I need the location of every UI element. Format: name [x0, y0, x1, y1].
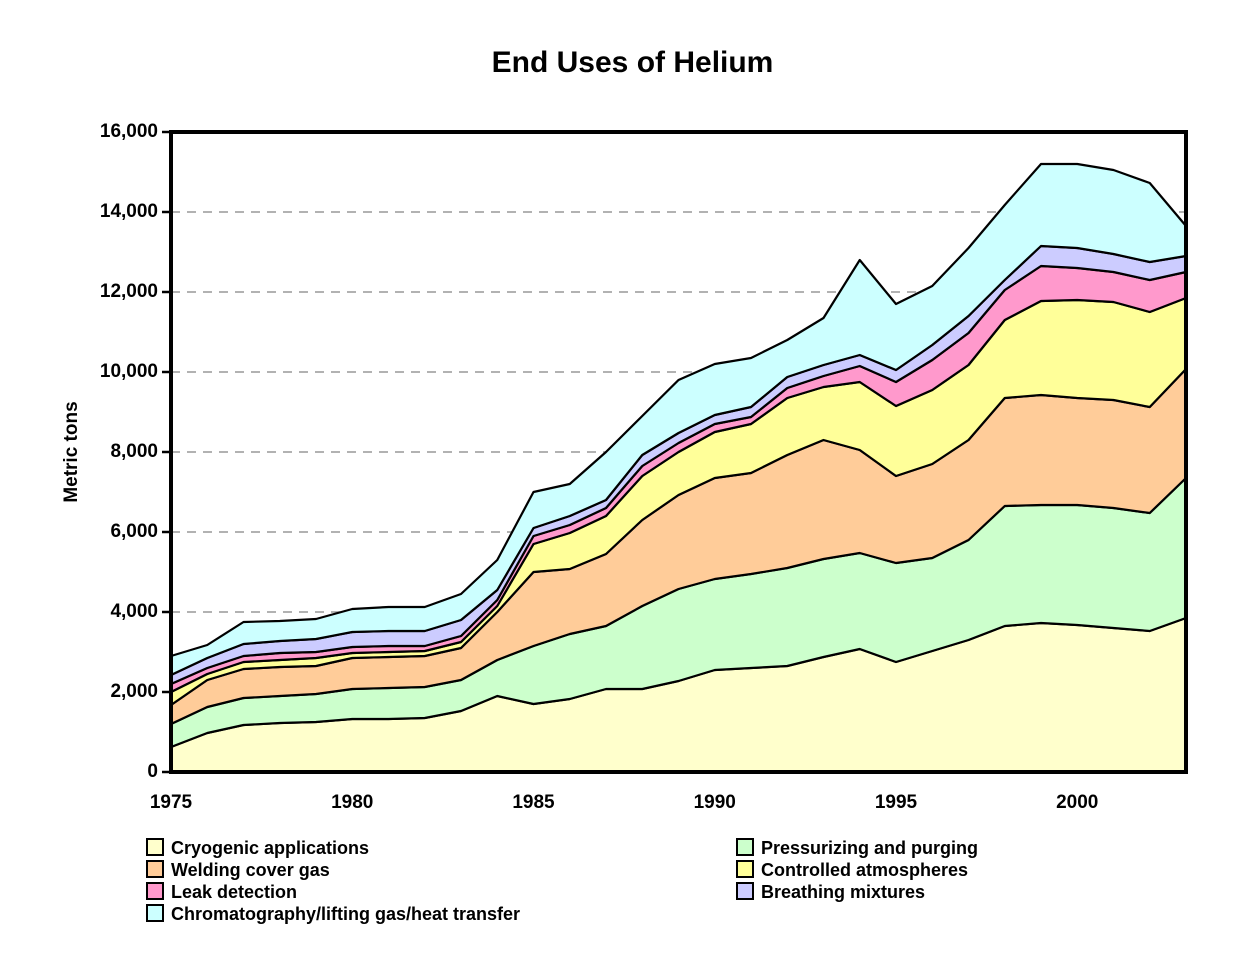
x-tick-label: 2000: [1056, 792, 1099, 813]
legend-swatch: [146, 904, 164, 922]
y-tick-label: 0: [147, 761, 158, 782]
chart-title: End Uses of Helium: [491, 46, 774, 79]
legend-label: Chromatography/lifting gas/heat transfer: [171, 904, 521, 924]
legend-label: Pressurizing and purging: [761, 838, 979, 858]
legend-swatch: [146, 838, 164, 856]
legend-swatch: [146, 860, 164, 878]
legend-item: Breathing mixtures: [736, 882, 925, 904]
legend-swatch: [736, 882, 754, 900]
y-tick-label: 16,000: [99, 121, 158, 142]
y-tick-label: 10,000: [99, 361, 158, 382]
legend-item: Cryogenic applications: [146, 838, 369, 860]
legend-label: Breathing mixtures: [761, 882, 926, 902]
x-tick-label: 1990: [693, 792, 736, 813]
y-tick-label: 4,000: [110, 601, 158, 622]
legend-item: Pressurizing and purging: [736, 838, 978, 860]
legend-item: Welding cover gas: [146, 860, 330, 882]
legend-swatch: [736, 838, 754, 856]
x-tick-label: 1980: [331, 792, 374, 813]
legend-label: Welding cover gas: [171, 860, 330, 880]
legend-item: Chromatography/lifting gas/heat transfer: [146, 904, 520, 926]
legend-label: Leak detection: [171, 882, 298, 902]
legend-swatch: [146, 882, 164, 900]
legend-label: Controlled atmospheres: [761, 860, 969, 880]
plot-frame: [169, 130, 1188, 774]
y-tick-label: 2,000: [110, 681, 158, 702]
x-tick-label: 1995: [874, 792, 918, 813]
y-tick-label: 8,000: [110, 441, 158, 462]
y-tick-label: 6,000: [110, 521, 158, 542]
legend-item: Leak detection: [146, 882, 297, 904]
y-tick-label: 14,000: [99, 201, 158, 222]
legend-item: Controlled atmospheres: [736, 860, 968, 882]
legend-swatch: [736, 860, 754, 878]
x-tick-label: 1975: [149, 792, 193, 813]
legend-label: Cryogenic applications: [171, 838, 370, 858]
x-tick-label: 1985: [512, 792, 555, 813]
y-tick-label: 12,000: [99, 281, 158, 302]
